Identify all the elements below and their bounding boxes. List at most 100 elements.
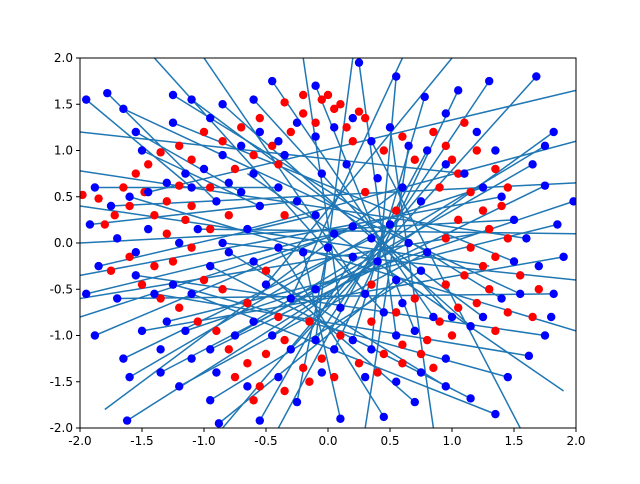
link-line-47 <box>123 108 521 295</box>
series-1-point-93 <box>466 322 475 331</box>
link-line-56 <box>110 182 576 207</box>
series-0-point-8 <box>187 201 196 211</box>
series-1-point-17 <box>292 397 302 407</box>
series-1-point-135 <box>398 298 407 308</box>
series-0-point-99 <box>230 372 240 382</box>
series-1-point-5 <box>85 220 95 229</box>
series-1-point-55 <box>311 211 320 220</box>
series-1-point-6 <box>94 261 103 271</box>
series-0-point-107 <box>131 169 140 178</box>
x-tick-label-1: -1.5 <box>130 434 153 448</box>
series-0-point-92 <box>392 308 401 317</box>
series-1-point-81 <box>230 331 240 340</box>
link-line-59 <box>364 145 410 428</box>
series-0-point-12 <box>175 141 184 151</box>
series-1-point-105 <box>404 141 413 151</box>
link-line-64 <box>290 58 404 299</box>
series-1-point-30 <box>569 197 576 206</box>
series-0-point-98 <box>199 275 209 285</box>
series-1-point-21 <box>441 382 450 391</box>
series-0-point-71 <box>187 243 196 252</box>
series-0-point-59 <box>261 349 271 359</box>
link-line-62 <box>314 58 354 341</box>
series-1-point-54 <box>292 197 302 206</box>
link-line-51 <box>80 196 502 277</box>
series-1-point-88 <box>367 345 376 354</box>
series-0-point-29 <box>354 107 364 116</box>
series-1-point-43 <box>249 95 258 104</box>
series-1-point-61 <box>423 248 432 257</box>
series-1-point-65 <box>348 252 357 262</box>
series-0-point-90 <box>516 271 525 280</box>
y-tick-label-4: 0.0 <box>54 236 73 250</box>
series-0-point-101 <box>280 386 289 396</box>
x-axis: -2.0 -1.5 -1.0 -0.5 0.0 0.5 1.0 1.5 2.0 <box>68 428 586 448</box>
series-0-point-42 <box>466 243 475 252</box>
series-0-point-3 <box>125 201 134 211</box>
series-1-point-136 <box>441 354 450 363</box>
link-line-55 <box>129 196 576 332</box>
series-1-point-40 <box>354 58 364 67</box>
series-1-point-26 <box>540 331 550 340</box>
series-1-point-14 <box>214 419 224 428</box>
series-1-point-32 <box>528 160 537 169</box>
link-line-6 <box>98 214 316 267</box>
series-0-point-11 <box>156 148 165 157</box>
series-1-point-114 <box>237 141 246 151</box>
series-1-point-20 <box>410 397 419 407</box>
link-line-63 <box>302 58 342 308</box>
series-1-point-33 <box>540 141 550 151</box>
series-0-point-118 <box>249 396 258 405</box>
series-1-point-151 <box>280 150 289 160</box>
link-line-19 <box>277 247 385 418</box>
link-line-54 <box>148 89 576 193</box>
series-1-point-69 <box>249 257 258 266</box>
series-1-point-96 <box>516 289 525 299</box>
series-0-point-56 <box>317 354 326 363</box>
series-1-point-44 <box>218 100 227 109</box>
series-1-point-51 <box>237 187 246 197</box>
series-1-point-143 <box>212 368 221 377</box>
series-1-point-106 <box>385 123 395 132</box>
series-0-point-39 <box>485 224 494 234</box>
link-line-24 <box>172 283 508 378</box>
series-0-point-89 <box>491 326 500 336</box>
series-1-point-140 <box>317 368 326 377</box>
series-1-point-45 <box>187 95 196 104</box>
series-1-point-82 <box>249 317 258 326</box>
link-line-12 <box>178 251 428 388</box>
series-0-point-104 <box>373 368 382 377</box>
series-0-point-84 <box>503 183 512 192</box>
series-0-point-47 <box>472 298 481 308</box>
series-0-point-48 <box>454 303 463 312</box>
series-1-point-0 <box>82 95 91 104</box>
series-1-point-15 <box>122 416 132 425</box>
points-layer <box>80 58 576 428</box>
series-0-point-1 <box>94 194 103 203</box>
series-1-point-155 <box>491 146 500 155</box>
series-1-point-121 <box>106 201 116 211</box>
series-0-point-13 <box>187 155 196 164</box>
series-0-point-26 <box>299 90 308 100</box>
series-1-point-102 <box>460 169 469 178</box>
x-tick-label-6: 1.0 <box>442 434 461 448</box>
series-0-point-87 <box>491 252 500 262</box>
series-0-point-74 <box>206 224 215 234</box>
series-1-point-145 <box>156 345 165 354</box>
series-1-point-91 <box>429 312 438 322</box>
series-1-point-122 <box>113 234 122 243</box>
series-1-point-7 <box>82 289 91 299</box>
x-tick-label-0: -2.0 <box>68 434 91 448</box>
series-1-point-76 <box>113 294 122 303</box>
series-1-point-63 <box>392 275 401 285</box>
link-line-73 <box>246 173 565 392</box>
series-1-point-39 <box>392 72 401 81</box>
series-0-point-28 <box>336 100 345 109</box>
series-0-point-81 <box>398 132 407 141</box>
link-line-71 <box>80 205 490 267</box>
y-tick-label-0: -2.0 <box>50 421 73 435</box>
link-line-31 <box>209 184 546 351</box>
series-0-point-55 <box>336 331 345 340</box>
series-0-point-113 <box>367 280 376 289</box>
series-0-point-94 <box>305 317 314 326</box>
